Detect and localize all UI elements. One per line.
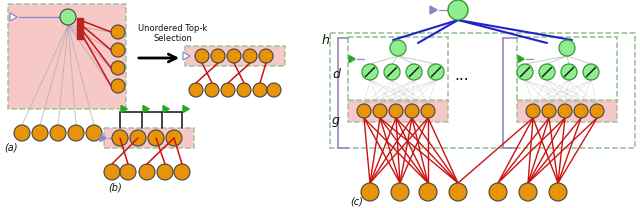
Circle shape	[526, 104, 540, 118]
Circle shape	[174, 164, 190, 180]
Circle shape	[120, 164, 136, 180]
Circle shape	[489, 183, 507, 201]
Circle shape	[361, 183, 379, 201]
Circle shape	[253, 83, 267, 97]
Circle shape	[32, 125, 48, 141]
Circle shape	[227, 49, 241, 63]
Circle shape	[542, 104, 556, 118]
Circle shape	[421, 104, 435, 118]
Circle shape	[419, 183, 437, 201]
Polygon shape	[163, 105, 170, 113]
Bar	[517, 100, 617, 122]
Circle shape	[519, 183, 537, 201]
Circle shape	[406, 64, 422, 80]
Circle shape	[205, 83, 219, 97]
Circle shape	[111, 43, 125, 57]
Circle shape	[68, 125, 84, 141]
Circle shape	[267, 83, 281, 97]
Polygon shape	[143, 105, 149, 113]
Bar	[185, 46, 285, 66]
Text: (b): (b)	[108, 182, 122, 192]
Bar	[77, 33, 83, 39]
Bar	[330, 33, 635, 148]
Circle shape	[111, 25, 125, 39]
Text: h: h	[322, 34, 330, 47]
Text: Unordered Top-k
Selection: Unordered Top-k Selection	[138, 24, 207, 43]
Circle shape	[104, 164, 120, 180]
Circle shape	[583, 64, 599, 80]
Circle shape	[558, 104, 572, 118]
Circle shape	[574, 104, 588, 118]
Circle shape	[390, 40, 406, 56]
Polygon shape	[349, 56, 355, 62]
Polygon shape	[10, 13, 17, 21]
Bar	[8, 4, 126, 109]
Circle shape	[237, 83, 251, 97]
Polygon shape	[121, 105, 127, 113]
Bar	[77, 28, 83, 34]
Circle shape	[221, 83, 235, 97]
Circle shape	[86, 125, 102, 141]
Circle shape	[130, 130, 146, 146]
Text: d: d	[332, 68, 340, 81]
Circle shape	[195, 49, 209, 63]
Text: ...: ...	[454, 68, 469, 83]
Circle shape	[112, 130, 128, 146]
Circle shape	[111, 79, 125, 93]
Circle shape	[60, 9, 76, 25]
Text: (c): (c)	[350, 196, 363, 206]
Circle shape	[50, 125, 66, 141]
Circle shape	[449, 183, 467, 201]
Circle shape	[539, 64, 555, 80]
Bar	[348, 37, 448, 102]
Circle shape	[384, 64, 400, 80]
Bar	[77, 23, 83, 29]
Circle shape	[389, 104, 403, 118]
Circle shape	[211, 49, 225, 63]
Polygon shape	[183, 52, 190, 60]
Circle shape	[148, 130, 164, 146]
Text: g: g	[332, 114, 340, 127]
Circle shape	[14, 125, 30, 141]
Circle shape	[549, 183, 567, 201]
Circle shape	[362, 64, 378, 80]
Polygon shape	[430, 6, 437, 14]
Circle shape	[166, 130, 182, 146]
Circle shape	[405, 104, 419, 118]
Circle shape	[357, 104, 371, 118]
Bar	[517, 37, 617, 102]
Bar	[104, 128, 194, 148]
Circle shape	[157, 164, 173, 180]
Circle shape	[139, 164, 155, 180]
Circle shape	[590, 104, 604, 118]
Circle shape	[111, 61, 125, 75]
Circle shape	[259, 49, 273, 63]
Circle shape	[373, 104, 387, 118]
Polygon shape	[518, 56, 524, 62]
Circle shape	[517, 64, 533, 80]
Bar	[348, 100, 448, 122]
Polygon shape	[100, 135, 106, 141]
Circle shape	[391, 183, 409, 201]
Circle shape	[561, 64, 577, 80]
Circle shape	[189, 83, 203, 97]
Circle shape	[428, 64, 444, 80]
Text: (a): (a)	[4, 142, 17, 152]
Circle shape	[559, 40, 575, 56]
Polygon shape	[183, 105, 189, 113]
Bar	[77, 18, 83, 24]
Circle shape	[448, 0, 468, 20]
Circle shape	[243, 49, 257, 63]
